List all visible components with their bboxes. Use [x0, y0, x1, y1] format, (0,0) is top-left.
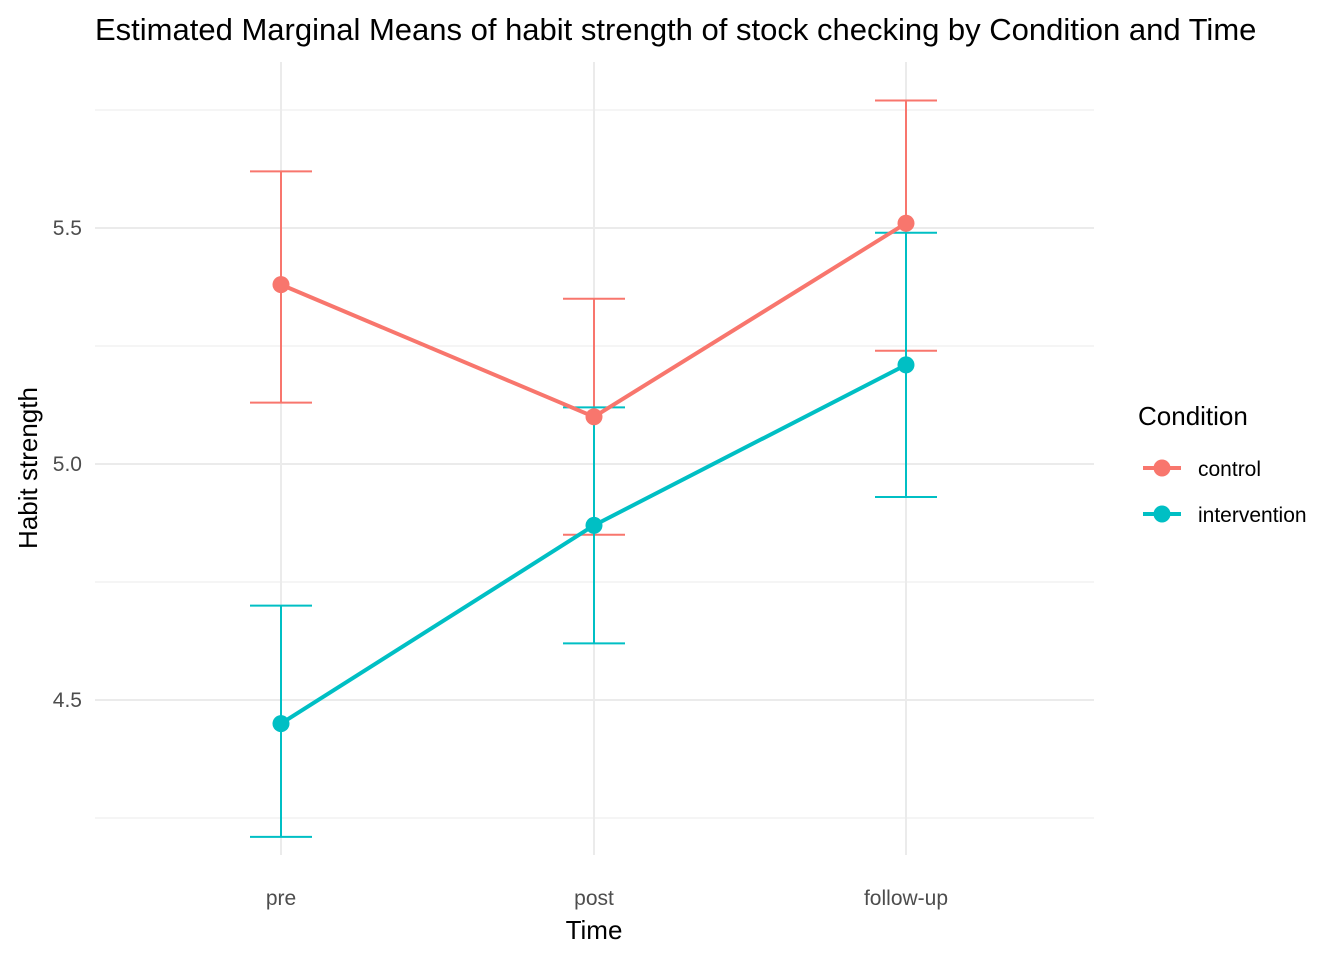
legend-label: intervention: [1198, 504, 1307, 527]
chart-title: Estimated Marginal Means of habit streng…: [95, 12, 1256, 47]
data-point-intervention: [272, 715, 290, 733]
y-tick-label: 5.0: [53, 453, 82, 476]
data-point-intervention: [897, 356, 915, 374]
x-axis-title: Time: [566, 915, 623, 945]
legend-item-control: control: [1143, 458, 1261, 481]
data-point-control: [585, 408, 603, 426]
legend-title: Condition: [1138, 401, 1248, 431]
data-point-control: [272, 276, 290, 294]
y-axis-ticks: 4.5 5.0 5.5: [53, 217, 82, 712]
y-axis-title: Habit strength: [13, 387, 43, 549]
data-point-control: [897, 214, 915, 232]
legend-key-point: [1153, 459, 1171, 477]
x-tick-label: post: [574, 887, 614, 910]
x-axis-ticks: pre post follow-up: [266, 887, 948, 910]
x-tick-label: pre: [266, 887, 296, 910]
data-point-intervention: [585, 516, 603, 534]
x-tick-label: follow-up: [864, 887, 948, 910]
legend-item-intervention: intervention: [1143, 504, 1307, 527]
data-points: [272, 214, 915, 733]
legend-key-point: [1153, 505, 1171, 523]
y-tick-label: 5.5: [53, 217, 82, 240]
legend: Condition control intervention: [1138, 401, 1307, 527]
legend-label: control: [1198, 458, 1261, 481]
y-tick-label: 4.5: [53, 689, 82, 712]
